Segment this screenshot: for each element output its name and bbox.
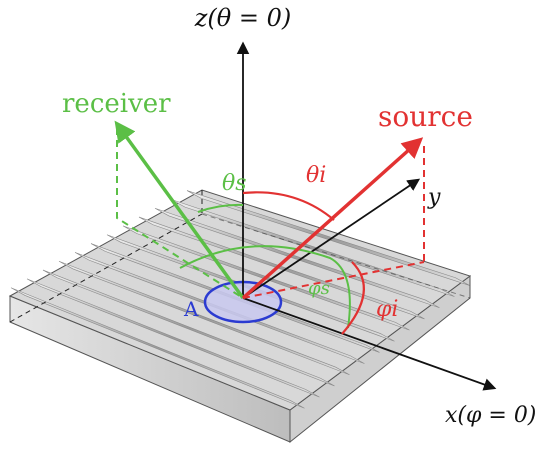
source-label: source [378,100,473,133]
receiver-vector [114,120,245,300]
surface-ridge [186,190,470,286]
surface-ridge [154,207,440,309]
surface-ridge [10,287,305,409]
receiver-projection-dashed [116,128,244,299]
theta-s-arc [197,203,244,213]
y-axis-label: y [427,185,441,210]
theta-s-label: θs [222,171,247,196]
surface-ridge [26,278,320,398]
hidden-edge [201,213,471,299]
phi-i-arc [341,261,365,335]
theta-i-label: θi [306,163,326,188]
receiver-group [114,120,351,329]
hidden-edge [9,213,203,323]
theta-i-arc [242,191,335,221]
surface-ridge [42,269,335,387]
surface-ridge [170,199,455,297]
area-label: A [183,297,199,321]
surface-ridge [138,216,425,320]
z-axis-label: z(θ = 0) [194,4,291,32]
x-axis-label: x(φ = 0) [445,403,536,428]
source-projection-dashed [242,261,425,299]
surface-ridge [58,260,350,376]
phi-s-arc [179,245,351,329]
source-group [241,137,425,335]
x-axis [242,297,497,391]
phi-s-label: φs [308,278,330,299]
y-axis [242,178,421,299]
receiver-label: receiver [62,89,171,119]
phi-i-label: φi [376,297,398,322]
